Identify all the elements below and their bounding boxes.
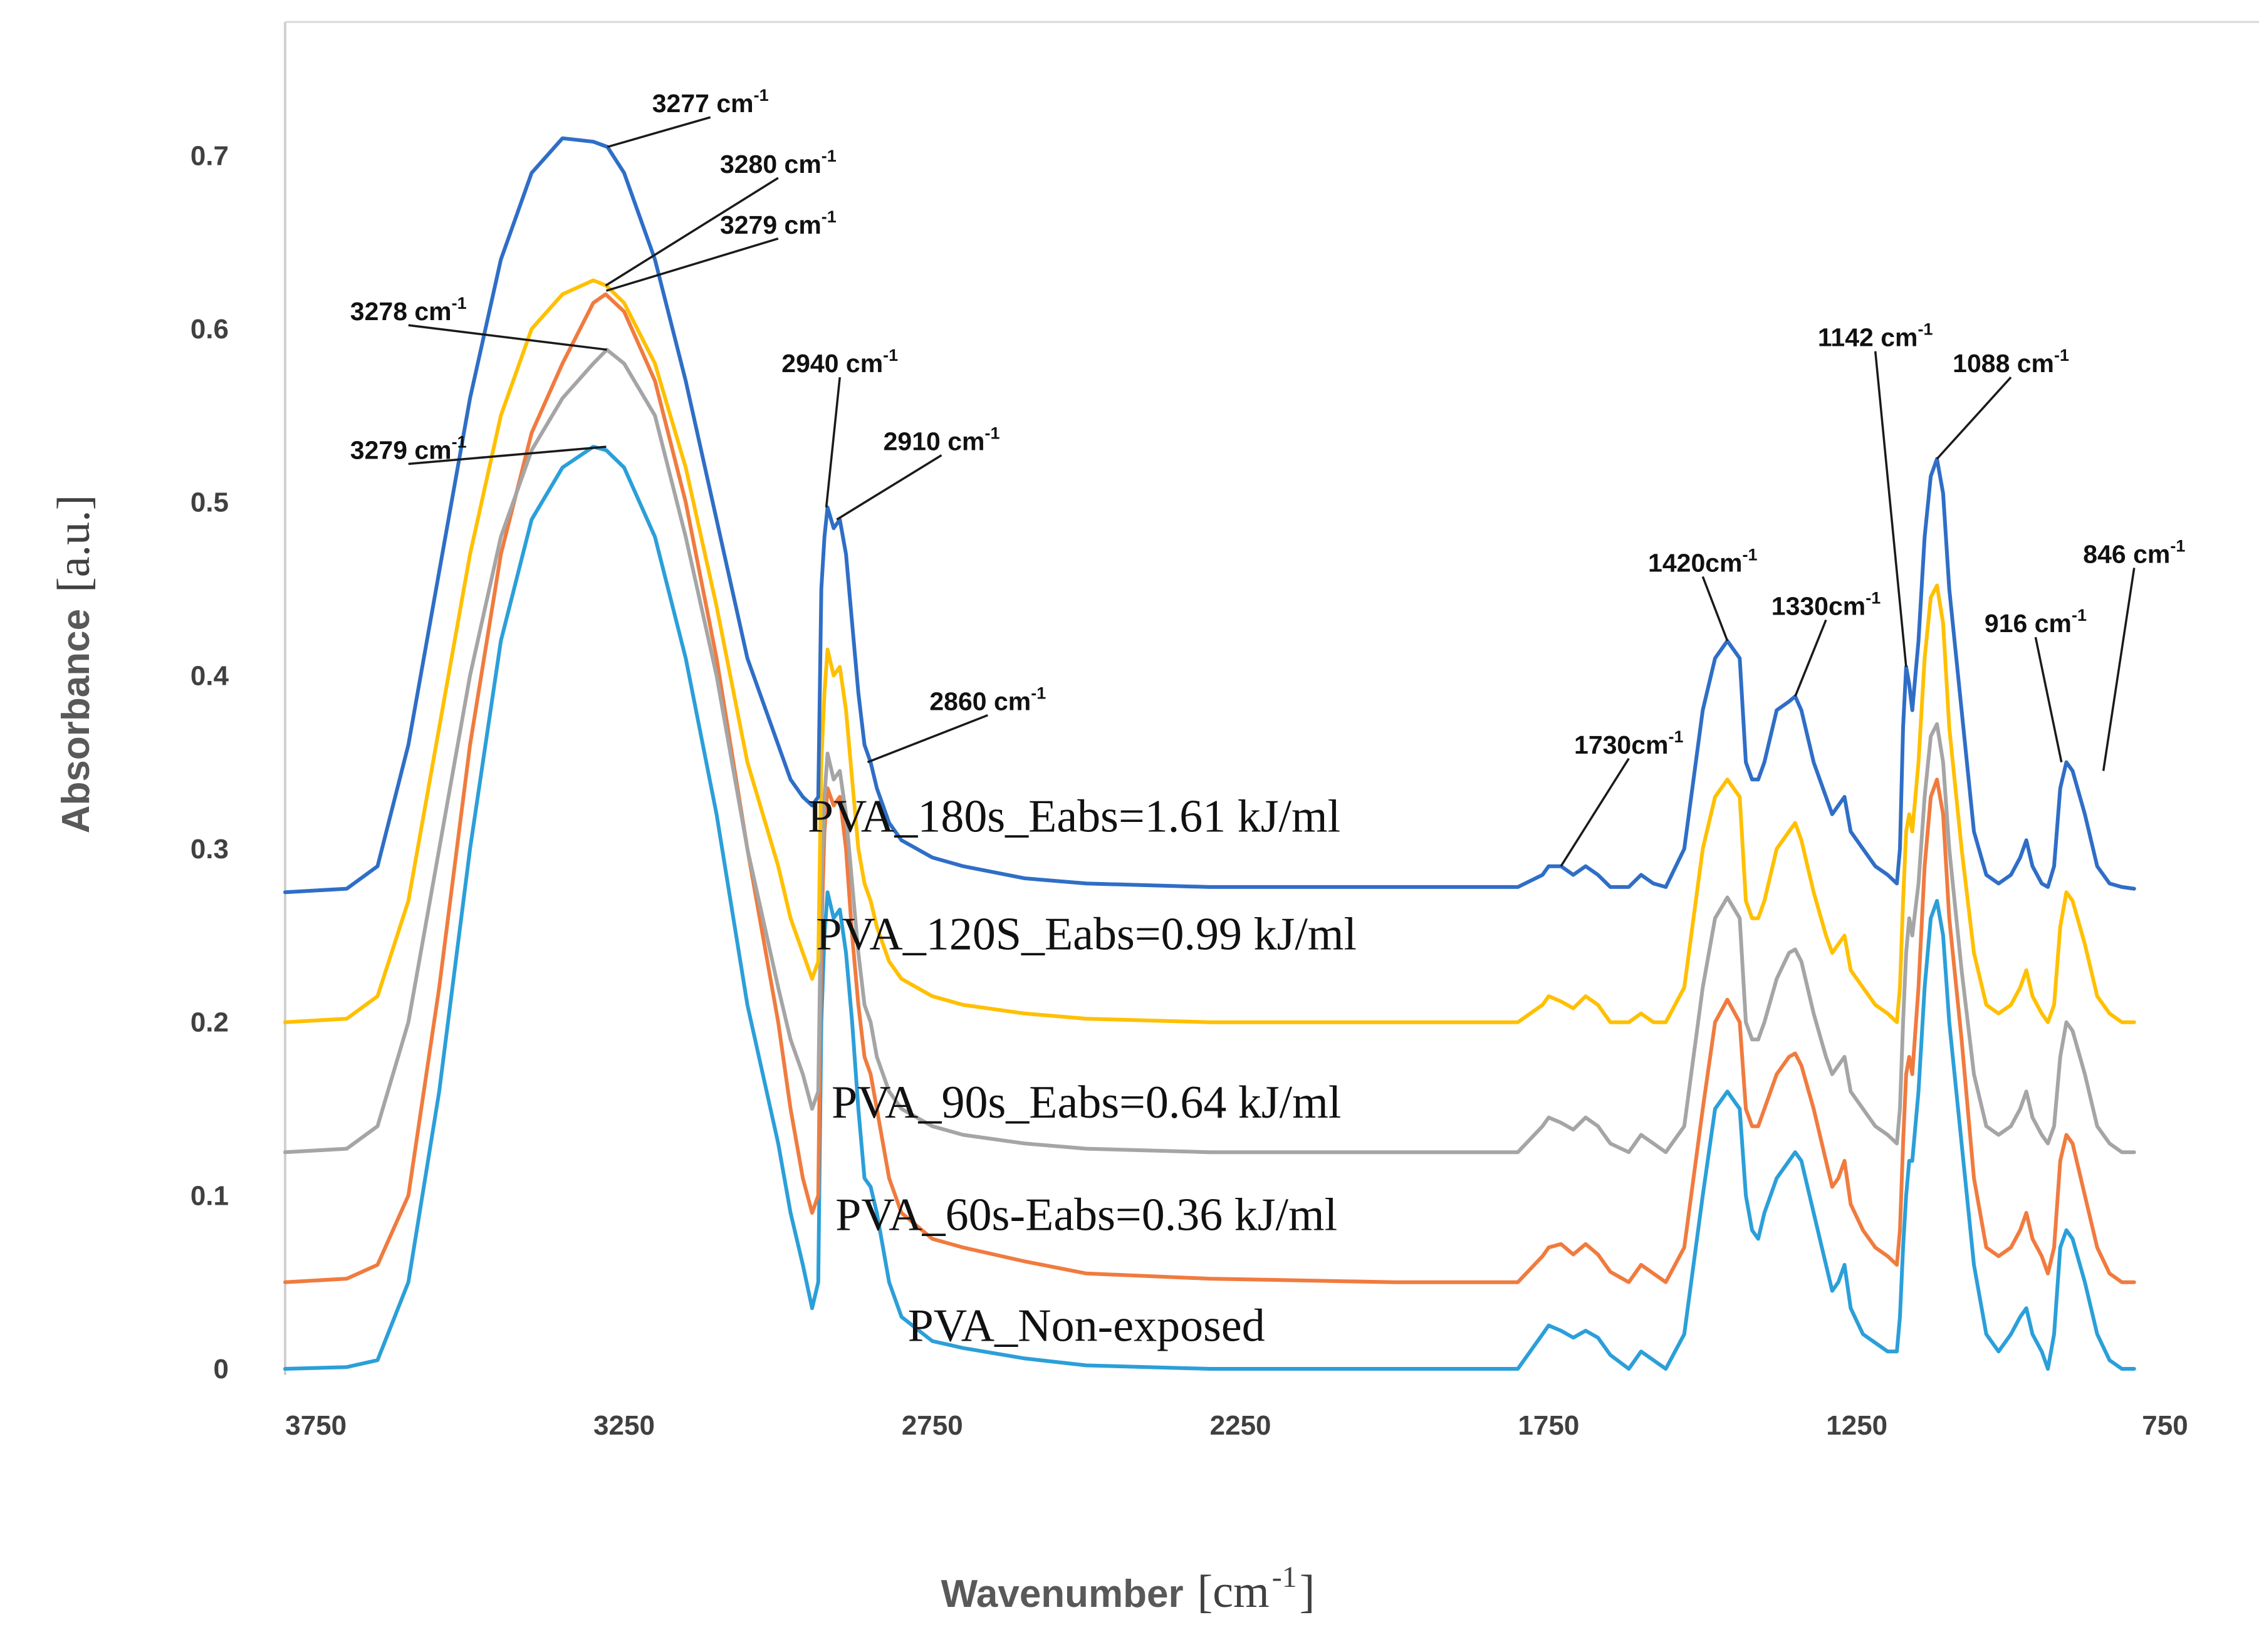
x-tick-label: 2750	[902, 1410, 963, 1441]
series-line-3	[283, 278, 2136, 1024]
x-tick-label: 750	[2142, 1410, 2188, 1441]
x-tick-label: 1750	[1518, 1410, 1579, 1441]
peak-label-1: 3280 cm-1	[720, 147, 837, 179]
peak-leader-10	[1794, 619, 1827, 697]
peak-label-4: 3279 cm-1	[350, 433, 467, 465]
peak-leader-6	[836, 454, 942, 521]
peak-leader-4	[408, 445, 607, 465]
peak-label-12: 1088 cm-1	[1953, 346, 2069, 378]
x-axis-title: Wavenumber [cm -1 ]	[941, 1561, 1315, 1618]
peak-leader-8	[1560, 757, 1630, 867]
peak-label-5: 2940 cm-1	[781, 346, 898, 378]
x-tick-label: 3250	[593, 1410, 655, 1441]
x-axis-ticks: 3750 3250 2750 2250 1750 1250 750	[285, 1410, 2188, 1441]
series-line-1	[283, 292, 2136, 1284]
peak-label-3: 3278 cm-1	[350, 294, 467, 326]
spectra-lines	[283, 136, 2136, 1371]
peak-label-10: 1330cm-1	[1771, 589, 1881, 621]
peak-label-13: 916 cm-1	[1985, 606, 2087, 638]
y-axis-title: Absorbance [a.u.]	[48, 495, 100, 833]
y-tick-label: 0.4	[190, 660, 229, 691]
peak-leader-2	[605, 237, 779, 292]
series-label-3: PVA_120S_Eabs=0.99 kJ/ml	[816, 908, 1357, 960]
y-axis-title-text: Absorbance	[55, 609, 98, 833]
peak-leader-7	[867, 714, 988, 764]
x-axis-title-text: Wavenumber	[941, 1572, 1184, 1616]
peak-leader-13	[2034, 636, 2063, 763]
series-line-4	[283, 136, 2136, 895]
peak-leader-1	[605, 177, 779, 287]
peak-label-0: 3277 cm-1	[652, 86, 769, 118]
peak-leader-11	[1874, 351, 1907, 667]
x-axis-unit-sup: -1	[1272, 1561, 1297, 1594]
series-line-2	[283, 348, 2136, 1155]
y-tick-label: 0.3	[190, 834, 229, 865]
peak-leader-0	[607, 116, 711, 148]
y-axis-unit: [a.u.]	[48, 495, 100, 593]
y-tick-label: 0.6	[190, 314, 229, 345]
peak-label-8: 1730cm-1	[1574, 727, 1683, 759]
series-labels: PVA_Non-exposed PVA_60s-Eabs=0.36 kJ/ml PV…	[808, 791, 1357, 1351]
x-tick-label: 1250	[1826, 1410, 1887, 1441]
peak-leader-14	[2102, 568, 2136, 771]
peak-annotation-labels: 3277 cm-1 3280 cm-1 3279 cm-1 3278 cm-1 3279…	[350, 86, 2186, 759]
series-label-0: PVA_Non-exposed	[908, 1301, 1265, 1352]
peak-leader-9	[1701, 576, 1729, 642]
peak-label-7: 2860 cm-1	[929, 684, 1046, 716]
x-axis-unit-close: ]	[1300, 1566, 1315, 1618]
series-label-2: PVA_90s_Eabs=0.64 kJ/ml	[832, 1077, 1341, 1128]
peak-leader-12	[1936, 376, 2012, 460]
peak-label-14: 846 cm-1	[2083, 537, 2185, 569]
peak-leader-3	[408, 324, 607, 351]
peak-label-6: 2910 cm-1	[884, 424, 1000, 456]
peak-label-2: 3279 cm-1	[720, 207, 837, 239]
series-label-4: PVA_180s_Eabs=1.61 kJ/ml	[808, 791, 1340, 842]
series-line-0	[283, 445, 2136, 1371]
y-tick-label: 0.5	[190, 487, 229, 518]
x-tick-label: 3750	[285, 1410, 347, 1441]
y-tick-label: 0	[214, 1354, 229, 1384]
series-label-1: PVA_60s-Eabs=0.36 kJ/ml	[835, 1190, 1337, 1241]
y-tick-label: 0.1	[190, 1180, 229, 1211]
peak-label-11: 1142 cm-1	[1818, 320, 1933, 352]
y-tick-label: 0.7	[190, 140, 229, 171]
peak-leader-5	[825, 377, 841, 508]
x-tick-label: 2250	[1210, 1410, 1271, 1441]
y-axis-ticks: 0 0.1 0.2 0.3 0.4 0.5 0.6 0.7	[190, 140, 229, 1384]
x-axis-unit: [cm	[1197, 1566, 1270, 1618]
y-tick-label: 0.2	[190, 1007, 229, 1038]
peak-leader-lines	[408, 116, 2136, 867]
peak-label-9: 1420cm-1	[1648, 545, 1757, 577]
